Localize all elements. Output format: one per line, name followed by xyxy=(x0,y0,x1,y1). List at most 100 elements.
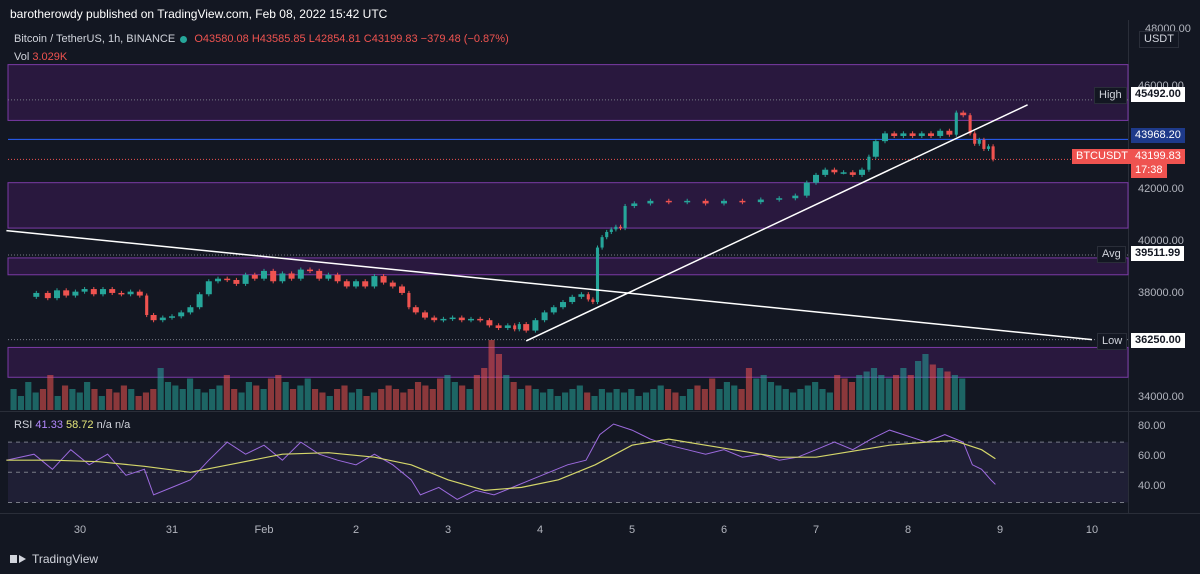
candle xyxy=(882,133,888,142)
volume-bar xyxy=(841,378,848,410)
volume-bar xyxy=(554,396,561,410)
candle xyxy=(757,199,764,203)
low-label: Low xyxy=(1097,333,1128,350)
candle xyxy=(288,273,295,279)
candle xyxy=(63,290,70,296)
candle xyxy=(380,276,387,283)
volume-bar xyxy=(753,378,760,410)
candle xyxy=(224,278,231,281)
candle xyxy=(159,317,166,321)
candle xyxy=(145,295,149,315)
volume-bar xyxy=(679,396,686,410)
candle xyxy=(504,325,511,328)
candle xyxy=(513,325,517,330)
candle xyxy=(109,289,116,293)
volume-bar xyxy=(738,389,745,410)
volume-bar xyxy=(885,378,892,410)
ohlc-high: H43585.85 xyxy=(251,33,306,45)
rsi-tick: 80.00 xyxy=(1138,420,1166,433)
volume-bar xyxy=(312,389,319,410)
volume-bar xyxy=(532,389,539,410)
volume-bar xyxy=(701,389,708,410)
volume-bar xyxy=(635,396,642,410)
volume-bar xyxy=(804,385,811,410)
rsi-tick: 60.00 xyxy=(1138,450,1166,463)
volume-bar xyxy=(760,375,767,410)
candle xyxy=(968,115,972,134)
volume-bar xyxy=(488,340,495,410)
candle xyxy=(982,139,986,149)
volume-bar xyxy=(341,385,348,410)
volume-bar xyxy=(451,382,458,410)
volume-bar xyxy=(598,389,605,410)
candle xyxy=(127,291,134,295)
volume-bar xyxy=(606,392,613,410)
volume-bar xyxy=(672,392,679,410)
candle xyxy=(44,292,51,299)
volume-bar xyxy=(937,368,944,410)
candle xyxy=(569,296,576,303)
time-tick: 5 xyxy=(628,524,636,536)
volume-bar xyxy=(128,389,135,410)
candle xyxy=(623,206,627,229)
footer-brand[interactable]: TradingView xyxy=(10,552,98,566)
volume-bar xyxy=(628,389,635,410)
candle xyxy=(297,269,304,279)
publisher-text: barotherowdy published on TradingView.co… xyxy=(10,7,388,21)
candle xyxy=(918,133,925,136)
volume-bar xyxy=(650,389,657,410)
zone-box xyxy=(7,182,1129,229)
volume-bar xyxy=(91,389,98,410)
candle xyxy=(316,270,323,279)
volume-bar xyxy=(245,382,252,410)
rsi-tick: 40.00 xyxy=(1138,480,1166,493)
candle xyxy=(813,174,819,183)
candle xyxy=(196,294,203,308)
volume-bar xyxy=(260,389,267,410)
avg-value: 39511.99 xyxy=(1131,246,1185,261)
volume-bar xyxy=(525,385,532,410)
volume-bar xyxy=(142,392,150,410)
avg-label: Avg xyxy=(1097,246,1126,263)
volume-bar xyxy=(510,382,517,410)
rsi-na-2: n/a xyxy=(114,419,131,431)
candle xyxy=(803,182,810,196)
candle xyxy=(831,169,838,173)
volume-bar xyxy=(790,392,797,410)
candle xyxy=(937,130,944,136)
zone-box xyxy=(7,346,1129,378)
volume-bar xyxy=(61,385,69,410)
currency-label[interactable]: USDT xyxy=(1139,31,1179,48)
volume-bar xyxy=(437,378,444,410)
volume-bar xyxy=(39,389,47,410)
rsi-line xyxy=(6,423,996,500)
ohlc-open: O43580.08 xyxy=(194,33,249,45)
volume-bar xyxy=(613,389,620,410)
time-tick: 9 xyxy=(996,524,1004,536)
volume-bar xyxy=(834,375,841,410)
candle xyxy=(684,200,691,203)
time-tick: 30 xyxy=(73,524,87,536)
volume-bar xyxy=(694,385,701,410)
candle xyxy=(591,299,595,303)
candle xyxy=(251,274,258,279)
candle xyxy=(486,320,493,326)
candle xyxy=(702,200,709,204)
candle xyxy=(118,292,125,295)
candle xyxy=(614,226,618,230)
time-tick: 7 xyxy=(812,524,820,536)
volume-bar xyxy=(289,389,297,410)
volume-bar xyxy=(275,375,282,410)
candle xyxy=(431,317,438,321)
volume-bar xyxy=(929,364,936,410)
volume-label: Vol xyxy=(14,51,30,63)
volume-bar xyxy=(444,375,451,410)
candle xyxy=(215,278,221,282)
volume-bar xyxy=(562,392,569,410)
candle xyxy=(928,133,934,136)
volume-bar xyxy=(392,389,400,410)
volume-bar xyxy=(150,389,157,410)
high-value: 45492.00 xyxy=(1131,87,1185,102)
volume-bar xyxy=(98,396,105,410)
